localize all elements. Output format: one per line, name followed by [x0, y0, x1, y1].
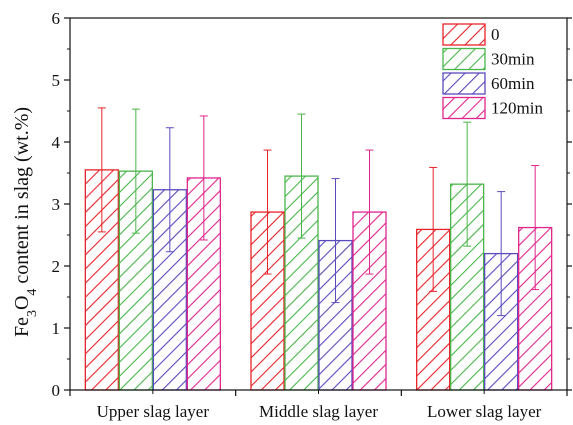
error-bar-lower-slag-layer-120min [531, 165, 540, 291]
error-bar-lower-slag-layer-0 [429, 166, 438, 292]
error-bar-lower-slag-layer-30min [463, 121, 472, 247]
y-tick-label: 0 [52, 381, 61, 400]
legend-swatch-60min [442, 72, 486, 95]
error-bar-lower-slag-layer-60min [497, 191, 506, 317]
y-tick-label: 1 [52, 319, 61, 338]
bars-layer [84, 169, 553, 391]
error-bar-upper-slag-layer-60min [165, 127, 174, 253]
error-bar-middle-slag-layer-60min [331, 178, 340, 304]
y-tick-label: 4 [52, 133, 61, 152]
error-bar-middle-slag-layer-0 [263, 149, 272, 275]
y-tick-label: 5 [52, 71, 61, 90]
legend: 0 30min 60min 120min [442, 23, 543, 120]
legend-label-0: 0 [491, 25, 500, 44]
x-tick-label-middle-slag-layer: Middle slag layer [259, 402, 378, 421]
error-bar-middle-slag-layer-30min [297, 113, 306, 239]
y-tick-label: 3 [52, 195, 61, 214]
x-tick-label-lower-slag-layer: Lower slag layer [427, 402, 542, 421]
bar-upper-slag-layer-120min [186, 177, 221, 391]
legend-label-60min: 60min [491, 74, 535, 93]
legend-swatch-0 [442, 23, 486, 46]
axes-layer: 0 1 2 3 4 5 6 Upper slag layer Middle slag layer… [52, 9, 572, 421]
y-tick-label: 6 [52, 9, 61, 28]
legend-swatch-120min [442, 96, 486, 120]
y-tick-label: 2 [52, 257, 61, 276]
legend-label-120min: 120min [491, 99, 543, 118]
legend-label-30min: 30min [491, 50, 535, 69]
error-bar-upper-slag-layer-120min [199, 115, 208, 241]
error-bar-upper-slag-layer-30min [131, 108, 140, 234]
x-tick-label-upper-slag-layer: Upper slag layer [97, 402, 210, 421]
error-bars-layer [97, 107, 540, 317]
error-bar-middle-slag-layer-120min [365, 149, 374, 275]
error-bar-upper-slag-layer-0 [97, 107, 106, 233]
legend-swatch-30min [442, 47, 486, 71]
y-axis-title: Fe3O4 content in slag (wt.%) [11, 107, 40, 337]
